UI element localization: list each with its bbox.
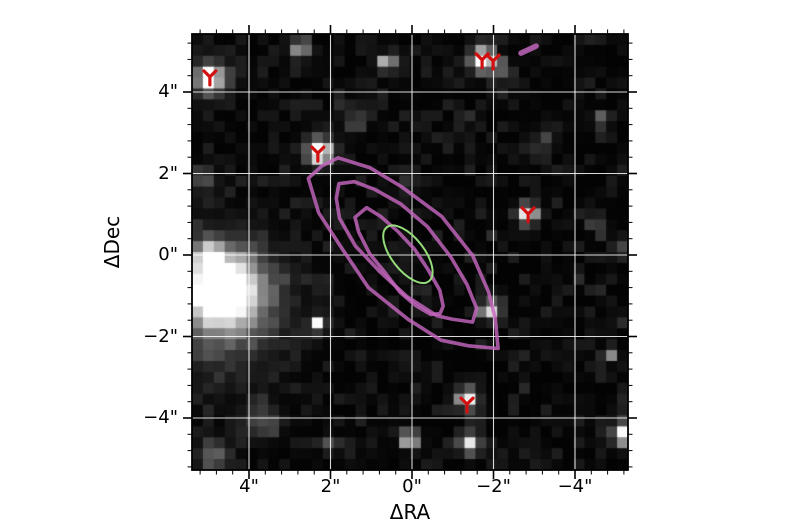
sky-image [192,34,628,470]
x-tick-label: 4" [239,476,259,497]
y-tick-label: −4" [143,407,178,428]
y-tick-label: 0" [158,244,178,265]
x-tick-label: −4" [557,476,593,497]
y-tick-label: −2" [143,325,178,347]
y-axis-label: ΔDec [100,215,124,269]
y-tick-label: 2" [158,162,178,184]
x-tick-label: 0" [402,476,422,497]
x-axis-label: ΔRA [389,500,431,524]
x-tick-label: 2" [320,476,341,497]
x-tick-label: −2" [476,476,511,497]
y-tick-label: 4" [158,81,178,102]
